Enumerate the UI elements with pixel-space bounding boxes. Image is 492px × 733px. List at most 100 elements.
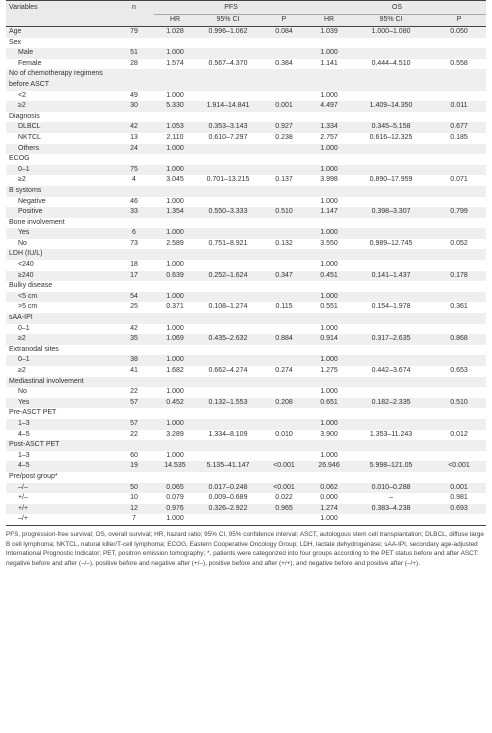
cell-pfs-p: 0.132 [275,239,293,247]
cell-pfs-p: 0.238 [275,133,293,141]
table-row: ECOG [6,154,486,165]
row-label: Sex [9,38,22,46]
cell-n [114,376,154,388]
row-label: Negative [18,197,46,205]
cell-pfs-hr [154,69,196,91]
cell-os-ci [350,48,433,59]
cell-pfs-p: 0.208 [260,397,309,409]
row-label: <2 [18,91,26,99]
cell-pfs-hr: 2.589 [166,239,184,247]
table-row: DLBCL 42 1.053 0.353–3.143 0.927 1.334 0.345–5… [6,122,487,133]
cell-os-hr: 1.334 [308,122,351,133]
cell-os-ci: 1.353–11.243 [369,430,413,438]
cell-pfs-ci [196,451,260,462]
cell-os-hr [308,249,351,261]
cell-os-ci: 0.890–17.959 [369,176,413,184]
row-label: <240 [18,261,34,269]
cell-os-ci [350,281,432,292]
row-label: ≥2 [6,334,114,345]
table-footnote: PFS, progression-free survival; OS, over… [6,530,484,567]
row-label: –/– [6,482,114,494]
cell-n: 42 [114,122,154,133]
table-row: ≥2 4 3.045 0.701–13.215 0.137 3.998 0.890–17.9… [6,175,486,186]
cell-pfs-p [260,472,308,483]
header-os-hr: HR [308,14,351,27]
row-label: LDH (IU/L) [6,249,114,261]
cell-os-p [432,197,486,208]
table-row: –/– 50 0.065 0.017–0.248 <0.001 0.062 0.010–0.… [6,482,487,494]
cell-os-hr [308,69,351,91]
cell-pfs-p [260,260,308,271]
cell-pfs-ci [196,514,260,526]
cell-pfs-p: <0.001 [260,461,309,472]
cell-os-p [432,260,486,271]
cell-pfs-hr: 1.053 [154,122,196,133]
cell-os-ci: 0.616–12.325 [369,133,413,141]
cell-os-hr [308,281,350,292]
cell-os-p: 0.510 [432,397,487,409]
cell-os-p [432,418,487,430]
cell-pfs-hr: 1.000 [154,355,196,366]
table-row: LDH (IU/L) [6,249,487,261]
cell-pfs-ci [196,418,260,430]
cell-pfs-ci [196,345,260,356]
cell-os-hr: 1.000 [308,228,351,239]
cell-os-hr [308,440,351,451]
cell-os-hr: 1.141 [320,59,338,67]
table-row: Female 28 1.574 0.567–4.370 0.384 1.141 0.444–… [6,59,486,70]
cell-pfs-hr [154,185,196,197]
cell-os-hr: 0.000 [320,494,338,502]
table-row: Post-ASCT PET [6,440,487,451]
cell-os-hr: 0.451 [308,270,351,282]
cell-os-hr: 1.000 [320,388,338,396]
hazard-ratio-table: Variables n PFS OS HR 95% CI P HR 95% CI… [6,0,487,526]
cell-pfs-hr: 0.976 [154,503,196,515]
cell-os-p: 0.052 [450,239,468,247]
row-label: Extranodal sites [9,345,59,353]
cell-os-ci [350,185,433,197]
table-row: 0–1 75 1.000 1.000 [6,164,487,176]
header-pfs-p: P [260,14,309,27]
cell-os-p [432,376,487,388]
table-row: –/+ 7 1.000 1.000 [6,514,487,526]
cell-n: 73 [130,239,138,247]
row-label: Female [18,59,42,67]
table-row: +/– 10 0.079 0.009–0.689 0.022 0.000 – 0.981 [6,493,486,504]
cell-pfs-hr: 1.000 [166,388,184,396]
cell-os-hr: 1.000 [320,197,338,205]
cell-n: 46 [130,197,138,205]
cell-pfs-ci [196,355,260,366]
cell-os-ci: 0.398–3.307 [350,207,433,218]
cell-n: 38 [114,355,154,366]
cell-os-hr: 0.062 [308,482,351,494]
cell-os-p: 0.693 [432,503,487,515]
table-row: Yes 57 0.452 0.132–1.553 0.208 0.651 0.182–2.3… [6,397,487,409]
cell-os-hr: 1.000 [308,418,351,430]
row-label: <5 cm [6,291,114,303]
cell-os-hr [308,345,350,356]
cell-pfs-hr: 1.028 [154,26,196,38]
cell-os-p: 0.012 [450,430,468,438]
table-row: Mediastinal involvement [6,376,487,388]
cell-os-p: 0.558 [450,59,468,67]
cell-os-ci [350,472,432,483]
cell-os-hr: 3.550 [320,239,338,247]
table-row: Diagnosis [6,112,486,123]
table-row: Pre/post group* [6,472,486,483]
cell-os-p: 0.050 [432,26,487,38]
cell-os-p [432,228,487,239]
cell-pfs-p [260,69,309,91]
table-row: ≥2 35 1.069 0.435–2.632 0.884 0.914 0.317–2.63… [6,334,487,345]
cell-os-p [432,164,487,176]
cell-pfs-ci: 1.334–8.109 [208,430,248,438]
header-row-groups: Variables n PFS OS [6,0,487,15]
cell-os-ci [350,291,433,303]
table-row: Pre-ASCT PET [6,408,486,419]
cell-pfs-hr: 1.000 [166,324,184,332]
cell-os-ci [350,249,433,261]
cell-n: 57 [114,418,154,430]
cell-pfs-ci: 0.108–1.274 [208,303,248,311]
cell-pfs-hr [154,38,196,49]
table-row: >5 cm 25 0.371 0.108–1.274 0.115 0.551 0.154–1… [6,302,486,313]
cell-pfs-p [260,185,309,197]
